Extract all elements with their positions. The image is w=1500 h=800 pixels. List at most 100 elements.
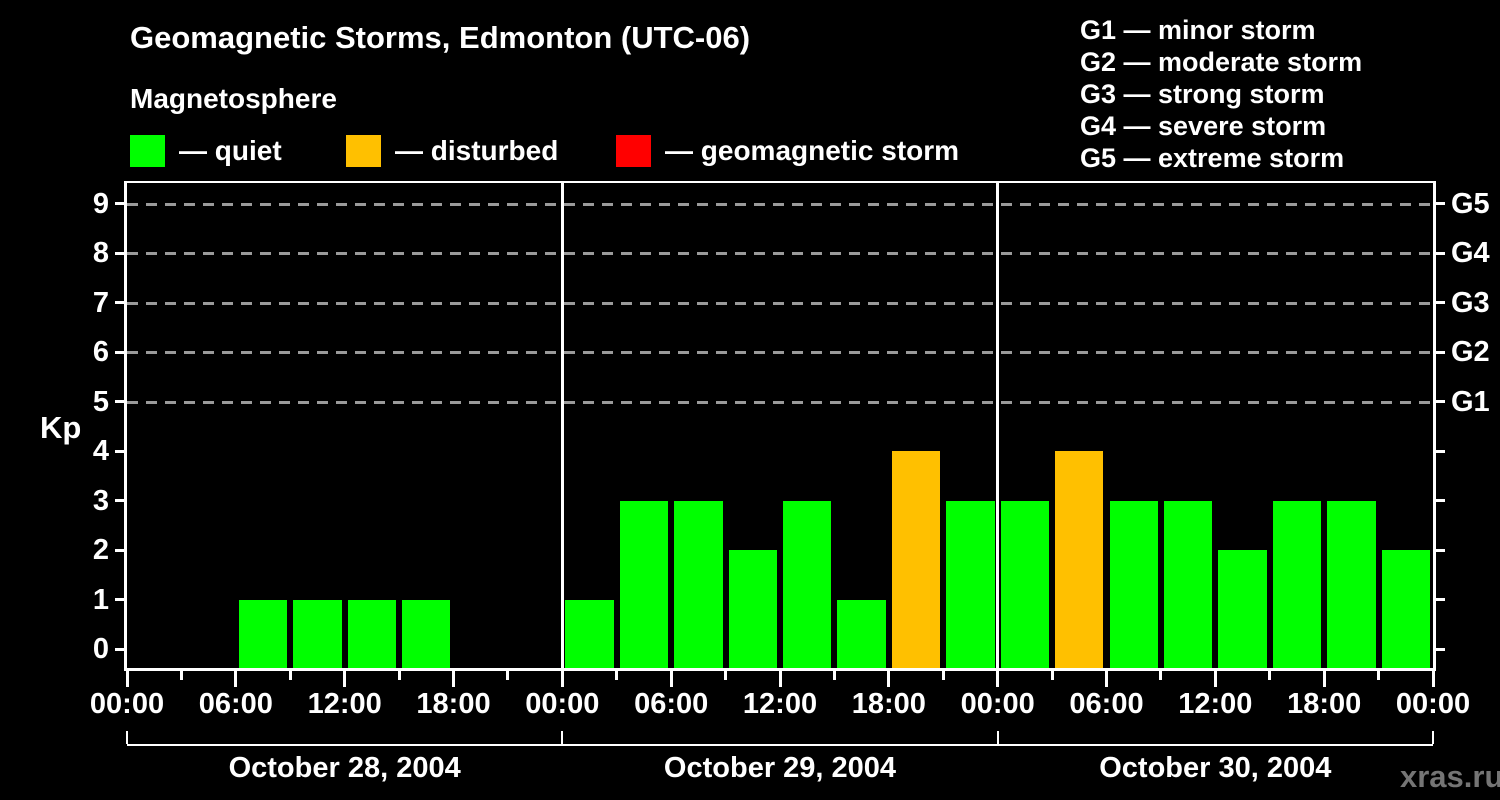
day-separator <box>560 183 564 668</box>
right-axis-label-g4: G4 <box>1451 237 1490 269</box>
x-axis-major-tick <box>560 671 564 687</box>
axis-top <box>124 181 1435 183</box>
kp-bar <box>674 500 723 668</box>
kp-bar <box>1055 451 1104 668</box>
y-axis-tick <box>115 350 127 354</box>
disturbed-color-swatch <box>346 135 381 167</box>
date-band-tick <box>126 731 128 744</box>
x-tick-label: 00:00 <box>1395 688 1471 720</box>
x-axis-minor-tick <box>1377 671 1381 680</box>
x-tick-label: 00:00 <box>525 688 600 720</box>
kp-bar <box>1381 550 1430 668</box>
date-band-tick <box>996 731 999 744</box>
kp-bar <box>783 500 832 668</box>
y-axis-tick <box>115 400 127 403</box>
y-axis-title: Kp <box>40 410 82 445</box>
legend-item-quiet: — quiet <box>130 134 282 168</box>
x-tick-label: 06:00 <box>198 688 273 720</box>
y-tick-label: 8 <box>92 237 109 269</box>
kp-bar <box>1163 500 1213 668</box>
gridline-kp6 <box>127 351 1433 354</box>
kp-bar <box>946 500 995 668</box>
storm-scale-g4: G4 — severe storm <box>1080 111 1327 141</box>
y-tick-label: 7 <box>92 286 109 319</box>
axis-bottom <box>124 668 1436 671</box>
y-tick-label: 0 <box>92 633 109 665</box>
y-axis-tick <box>115 598 127 601</box>
x-tick-label: 00:00 <box>89 688 165 720</box>
plot-area: 0 1 2 3 4 5 6 7 8 9 G5 G4 G3 G2 G1 00:00 06:00 12:00 18:00… <box>90 181 1490 720</box>
right-axis-tick <box>1433 400 1445 403</box>
storm-color-swatch <box>616 135 651 167</box>
right-axis-tick <box>1433 548 1445 552</box>
kp-bar <box>238 599 288 668</box>
x-tick-label: 12:00 <box>742 688 818 720</box>
storm-scale-g1: G1 — minor storm <box>1080 15 1316 45</box>
x-axis-minor-tick <box>832 671 836 680</box>
x-axis-minor-tick <box>615 671 619 680</box>
x-axis-minor-tick <box>179 671 183 680</box>
x-axis-minor-tick <box>506 671 510 680</box>
y-axis-tick <box>115 251 127 255</box>
right-axis-tick <box>1433 350 1445 354</box>
y-tick-label: 9 <box>92 187 109 220</box>
y-axis-tick <box>115 202 127 205</box>
date-label: October 28, 2004 <box>228 752 461 784</box>
chart-subtitle: Magnetosphere <box>130 83 337 114</box>
x-axis-minor-tick <box>1050 671 1054 680</box>
right-axis-tick <box>1433 499 1445 502</box>
legend-label: — quiet <box>179 135 282 166</box>
axis-right <box>1433 181 1436 671</box>
kp-bar <box>1218 550 1267 668</box>
storm-scale-legend: G1 — minor storm G2 — moderate storm G3 … <box>1080 14 1362 174</box>
gridline-kp7 <box>127 301 1433 305</box>
x-axis-major-tick <box>778 671 782 687</box>
page-title: Geomagnetic Storms, Edmonton (UTC-06) <box>130 20 751 55</box>
right-axis-label-g3: G3 <box>1451 286 1490 319</box>
date-label: October 29, 2004 <box>663 752 897 784</box>
right-axis-tick <box>1433 251 1445 255</box>
y-axis-tick <box>115 301 127 304</box>
x-tick-label: 18:00 <box>1287 688 1362 720</box>
x-axis-minor-tick <box>1159 671 1163 680</box>
x-axis-major-tick <box>996 671 1000 687</box>
x-axis-minor-tick <box>288 671 292 680</box>
right-axis-tick <box>1433 301 1445 304</box>
gridline-kp5 <box>127 400 1433 404</box>
gridline-kp9 <box>127 202 1433 206</box>
date-band-line <box>127 744 1433 746</box>
x-tick-label: 00:00 <box>960 688 1035 720</box>
legend-item-geomagnetic-storm: — geomagnetic storm <box>616 134 959 168</box>
x-tick-label: 12:00 <box>307 688 382 720</box>
x-axis-major-tick <box>452 671 455 687</box>
right-axis-tick <box>1433 647 1445 651</box>
watermark: xras.ru <box>1400 759 1500 794</box>
x-axis-minor-tick <box>941 671 945 680</box>
x-axis-major-tick <box>887 671 891 687</box>
x-axis-major-tick <box>1105 671 1108 687</box>
y-tick-label: 4 <box>92 435 109 467</box>
legend-label: — geomagnetic storm <box>665 135 960 166</box>
x-axis-major-tick <box>1213 671 1217 687</box>
storm-scale-g5: G5 — extreme storm <box>1080 143 1345 173</box>
legend-label: — disturbed <box>395 135 559 166</box>
right-axis-tick <box>1433 598 1445 601</box>
x-axis-major-tick <box>125 671 129 687</box>
x-axis-minor-tick <box>397 671 401 680</box>
y-tick-label: 6 <box>92 336 109 368</box>
storm-scale-g3: G3 — strong storm <box>1080 79 1325 109</box>
axis-left <box>124 181 127 671</box>
x-axis-major-tick <box>669 671 673 687</box>
y-axis-tick <box>115 548 127 552</box>
y-tick-label: 2 <box>92 534 109 566</box>
right-axis-tick <box>1433 202 1445 205</box>
x-tick-label: 12:00 <box>1178 688 1253 720</box>
y-axis-tick <box>115 449 127 453</box>
kp-bar <box>728 550 777 668</box>
x-axis-major-tick <box>343 671 347 687</box>
y-tick-label: 5 <box>92 385 109 418</box>
kp-bar <box>1327 500 1376 668</box>
y-axis-tick <box>115 499 127 502</box>
kp-bar <box>837 599 886 668</box>
